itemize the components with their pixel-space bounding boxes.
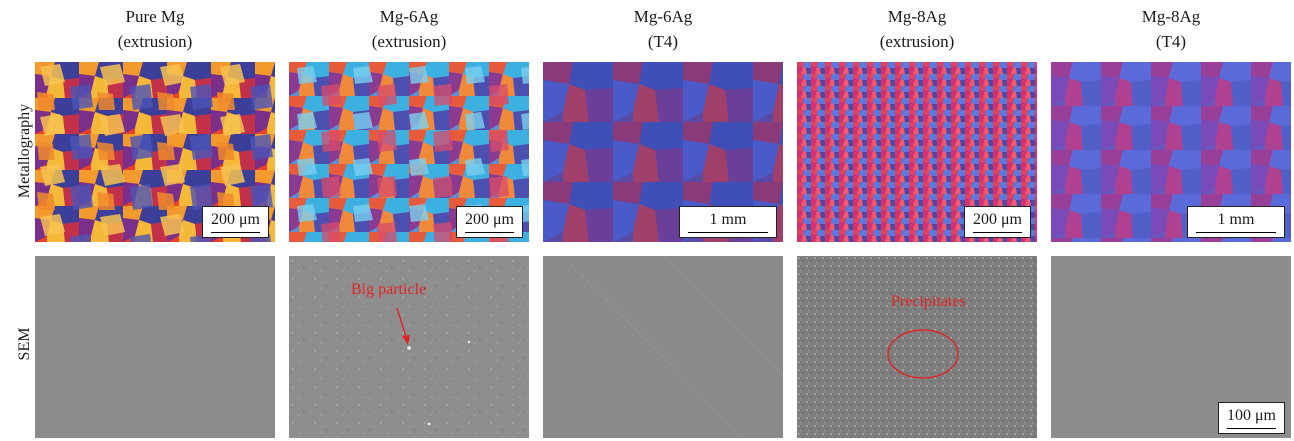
column-title-mg6ag-extrusion: Mg-6Ag (extrusion) xyxy=(289,4,529,54)
column-title-line2: (extrusion) xyxy=(879,32,955,51)
sem-micrograph: Precipitates xyxy=(797,256,1037,438)
scale-bar: 200 μm xyxy=(455,206,523,238)
annotation-precipitates: Precipitates xyxy=(891,293,966,310)
column-title-mg8ag-extrusion: Mg-8Ag (extrusion) xyxy=(797,4,1037,54)
row-label-metallography: Metallography xyxy=(16,103,33,199)
column-title-mg6ag-t4: Mg-6Ag (T4) xyxy=(543,4,783,54)
column-title-line1: Mg-6Ag xyxy=(633,7,693,26)
sem-mg8ag-t4: 100 μm xyxy=(1051,256,1291,438)
sem-micrograph xyxy=(35,256,275,438)
arrow-head-icon xyxy=(402,335,410,345)
scale-bar-label: 1 mm xyxy=(709,211,747,228)
row-label-sem: SEM xyxy=(16,327,33,361)
scale-bar-label: 200 μm xyxy=(464,211,514,228)
scale-bar-label: 100 μm xyxy=(1226,407,1276,424)
scale-bar: 1 mm xyxy=(1187,206,1285,238)
column-title-line1: Mg-6Ag xyxy=(379,7,439,26)
scale-bar: 1 mm xyxy=(679,206,777,238)
column-title-line2: (T4) xyxy=(647,32,679,51)
metallography-pure-mg: 200 μm xyxy=(35,62,275,242)
scale-bar-label: 1 mm xyxy=(1217,211,1255,228)
scale-bar: 100 μm xyxy=(1217,402,1285,434)
sem-micrograph xyxy=(543,256,783,438)
column-title-line2: (extrusion) xyxy=(117,32,193,51)
grain-micrograph xyxy=(35,62,275,242)
metallography-mg8ag-t4: 1 mm xyxy=(1051,62,1291,242)
annotation-arrow xyxy=(396,307,408,341)
sem-micrograph: Big particle xyxy=(289,256,529,438)
column-title-mg8ag-t4: Mg-8Ag (T4) xyxy=(1051,4,1291,54)
scale-bar: 200 μm xyxy=(201,206,269,238)
metallography-mg8ag-extrusion: 200 μm xyxy=(797,62,1037,242)
column-title-line2: (T4) xyxy=(1155,32,1187,51)
scale-bar: 200 μm xyxy=(963,206,1031,238)
column-title-line1: Mg-8Ag xyxy=(887,7,947,26)
sem-pure-mg xyxy=(35,256,275,438)
metallography-mg6ag-extrusion: 200 μm xyxy=(289,62,529,242)
metallography-mg6ag-t4: 1 mm xyxy=(543,62,783,242)
column-title-pure-mg: Pure Mg (extrusion) xyxy=(35,4,275,54)
sem-mg6ag-t4 xyxy=(543,256,783,438)
sem-mg8ag-extrusion: Precipitates xyxy=(797,256,1037,438)
column-title-line1: Pure Mg xyxy=(125,7,185,26)
annotation-big-particle: Big particle xyxy=(351,281,426,298)
column-title-line2: (extrusion) xyxy=(371,32,447,51)
column-title-line1: Mg-8Ag xyxy=(1141,7,1201,26)
sem-mg6ag-extrusion: Big particle xyxy=(289,256,529,438)
scale-bar-label: 200 μm xyxy=(972,211,1022,228)
precipitates-highlight-circle xyxy=(887,329,959,379)
scale-bar-label: 200 μm xyxy=(210,211,260,228)
